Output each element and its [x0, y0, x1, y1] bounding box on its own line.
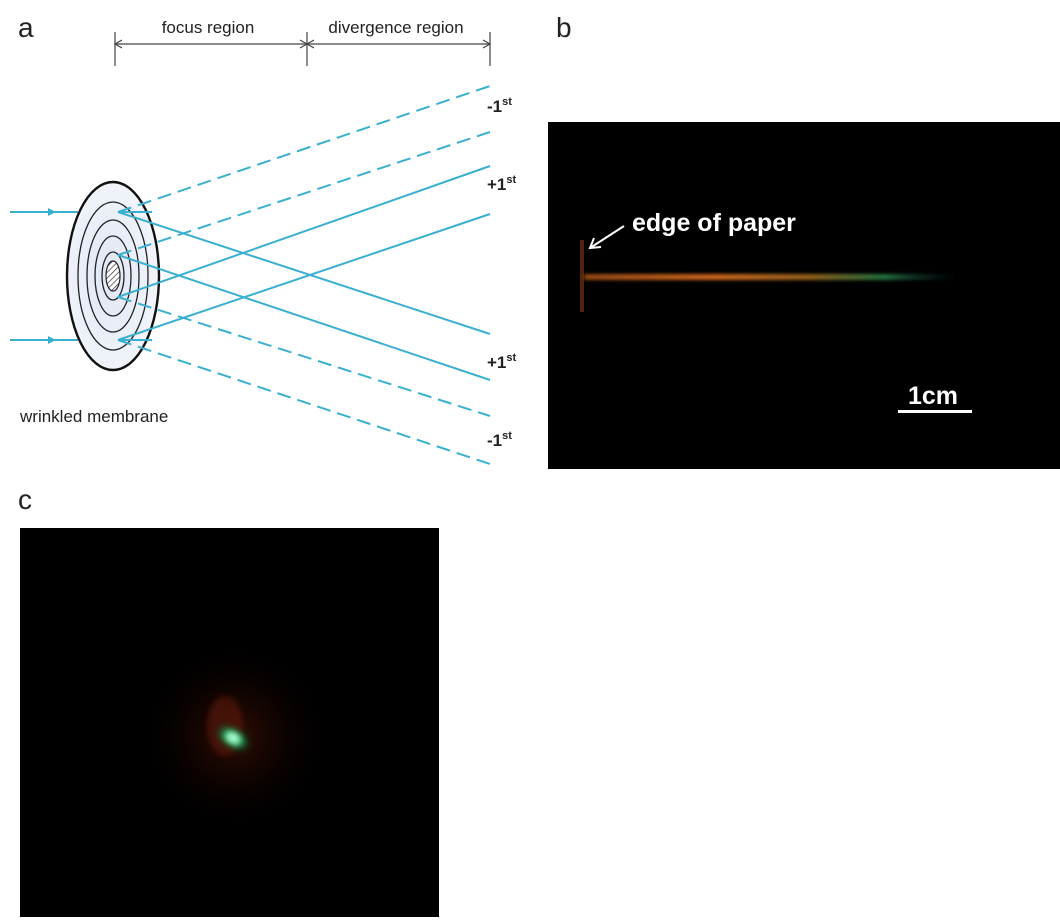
svg-text:-1st: -1st [487, 430, 512, 450]
edge-of-paper-label: edge of paper [632, 209, 796, 237]
panel-label-b: b [556, 12, 572, 43]
panel-label-a: a [18, 12, 34, 43]
focal-spot-core [226, 732, 240, 744]
svg-text:+1st: +1st [487, 174, 517, 194]
order-label-minus-first-top: -1st [487, 96, 512, 116]
wrinkled-membrane [65, 180, 161, 372]
paper-edge [580, 240, 584, 312]
order-label-plus-first-bottom: +1st [487, 352, 517, 372]
divergence-region-label: divergence region [328, 18, 463, 37]
focal-spot-image [20, 528, 439, 917]
focus-region-label: focus region [162, 18, 255, 37]
diffracted-rays-plus-first [117, 165, 491, 381]
panel-b-photo: edge of paper 1cm [548, 122, 1060, 469]
focal-line-streak [584, 274, 960, 280]
order-label-minus-first-bottom: -1st [487, 430, 512, 450]
annotation-arrow [588, 225, 625, 250]
order-label-plus-first-top: +1st [487, 174, 517, 194]
panel-a-diagram: focus region divergence region -1st + [10, 18, 517, 465]
diffracted-rays-minus-first [117, 85, 491, 465]
focal-line-image: edge of paper 1cm [548, 122, 1060, 469]
incident-rays [10, 208, 78, 344]
panel-c-photo [20, 528, 439, 917]
panel-label-c: c [18, 484, 32, 515]
svg-text:-1st: -1st [487, 96, 512, 116]
region-dimension-bar [113, 32, 492, 66]
scale-bar-label: 1cm [908, 382, 958, 410]
scale-bar [898, 410, 972, 413]
svg-text:+1st: +1st [487, 352, 517, 372]
wrinkled-membrane-label: wrinkled membrane [19, 407, 168, 426]
